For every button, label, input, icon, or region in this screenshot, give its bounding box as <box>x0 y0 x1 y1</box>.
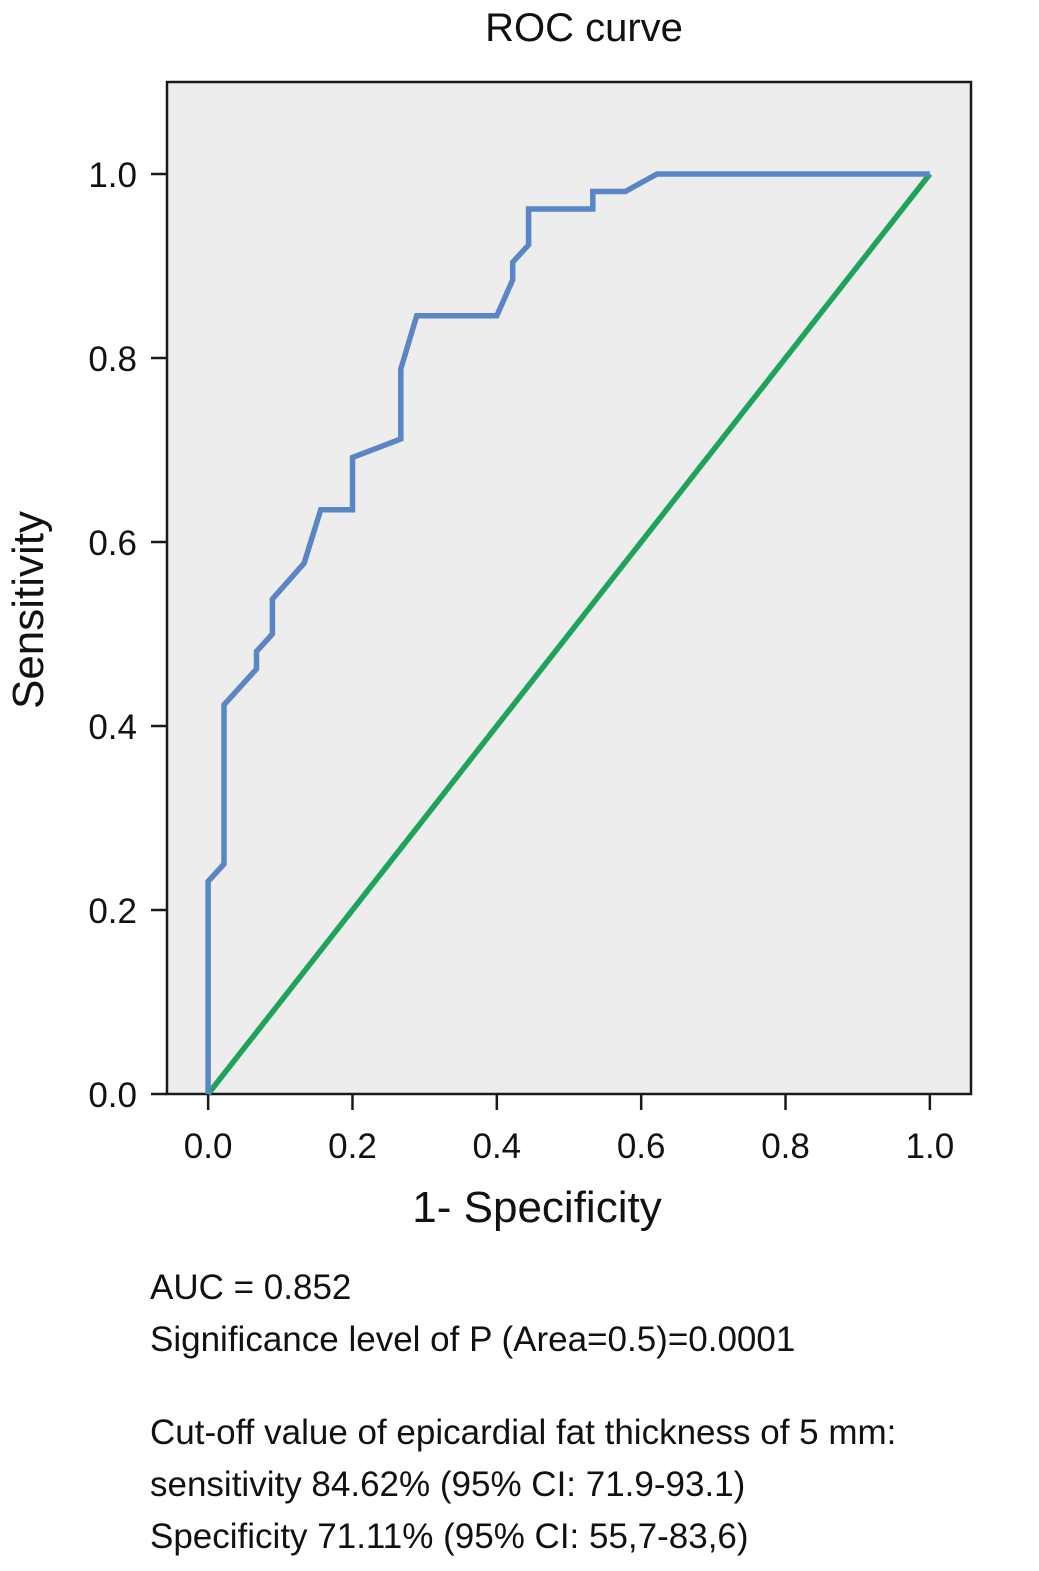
plot-area <box>165 80 973 1096</box>
y-tick-label: 1.0 <box>88 156 137 195</box>
chart-title: ROC curve <box>485 6 683 50</box>
significance-text: Significance level of P (Area=0.5)=0.000… <box>150 1320 796 1359</box>
reference-diagonal-line <box>205 172 933 1096</box>
y-tick-label: 0.6 <box>88 524 137 563</box>
spacer <box>150 1366 896 1407</box>
x-tick-label: 0.8 <box>761 1127 810 1166</box>
cutoff-text: Cut-off value of epicardial fat thicknes… <box>150 1413 897 1452</box>
y-tick-label: 0.4 <box>88 708 137 747</box>
y-tick-label: 0.0 <box>88 1076 137 1115</box>
x-tick-label: 1.0 <box>906 1127 955 1166</box>
x-tick-label: 0.0 <box>184 1127 233 1166</box>
x-tick-label: 0.4 <box>472 1127 521 1166</box>
y-tick-label: 0.2 <box>88 892 137 931</box>
x-axis: 0.0 0.2 0.4 0.6 0.8 1.0 <box>184 1094 954 1166</box>
x-tick-label: 0.2 <box>328 1127 377 1166</box>
chart-notes: AUC = 0.852 Significance level of P (Are… <box>150 1262 896 1563</box>
auc-text: AUC = 0.852 <box>150 1268 352 1307</box>
y-axis: 0.0 0.2 0.4 0.6 0.8 1.0 <box>88 156 167 1115</box>
roc-curve-line <box>205 171 930 1094</box>
series-layer <box>205 171 933 1096</box>
x-tick-label: 0.6 <box>617 1127 666 1166</box>
x-axis-label: 1- Specificity <box>412 1183 661 1232</box>
sensitivity-text: sensitivity 84.62% (95% CI: 71.9-93.1) <box>150 1465 746 1504</box>
y-axis-label: Sensitivity <box>4 511 53 709</box>
y-tick-label: 0.8 <box>88 340 137 379</box>
roc-chart: ROC curve 0.00.20.40.60.81.0 0.0 0.2 0.4 0.… <box>4 6 973 1232</box>
specificity-text: Specificity 71.11% (95% CI: 55,7-83,6) <box>150 1517 749 1556</box>
